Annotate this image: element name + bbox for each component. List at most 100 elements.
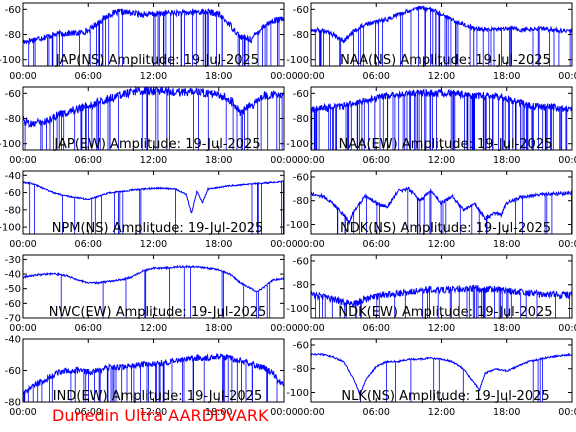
series-dropouts [311, 93, 568, 150]
panel-8: -100 -80 -60 00:00 06:00 12:00 18:00 00:00 NDK(E… [286, 254, 576, 334]
y-tick-label: -60 [5, 188, 21, 199]
x-tick-label: 06:00 [363, 71, 390, 82]
x-tick-label: 06:00 [363, 407, 390, 418]
y-tick-label: -80 [5, 398, 21, 409]
y-tick-label: -50 [5, 284, 21, 295]
panel-4: -100 -80 -60 00:00 06:00 12:00 18:00 00:00 NAA(E… [286, 86, 576, 166]
series-trace [22, 8, 285, 46]
series-trace [310, 284, 573, 309]
y-tick-label: -60 [5, 366, 21, 377]
x-tick-label: 06:00 [75, 71, 102, 82]
x-tick-label: 18:00 [205, 155, 232, 166]
x-tick-label: 00:00 [270, 71, 297, 82]
x-tick-label: 12:00 [140, 407, 167, 418]
panel-5: -100 -80 -60 -40 00:00 06:00 12:00 18:00 00:00 NP… [0, 170, 298, 250]
x-tick-label: 00:00 [297, 323, 324, 334]
x-tick-label: 00:00 [558, 71, 576, 82]
series-dropouts [360, 358, 543, 402]
series-dropouts [28, 11, 280, 66]
x-tick-label: 00:00 [270, 239, 297, 250]
panel-2: -100 -80 -60 00:00 06:00 12:00 18:00 00:00 NAA(N… [286, 2, 576, 82]
y-tick-label: -60 [293, 172, 309, 183]
y-tick-label: -100 [0, 139, 21, 150]
x-tick-label: 00:00 [297, 155, 324, 166]
x-tick-label: 00:00 [558, 323, 576, 334]
y-tick-label: -100 [0, 55, 21, 66]
panel-title: IND(EW) Amplitude: 19-Jul-2025 [53, 389, 262, 404]
y-tick-label: -30 [5, 255, 21, 266]
x-tick-label: 12:00 [140, 155, 167, 166]
series-dropouts [60, 266, 271, 318]
y-tick-label: -100 [0, 223, 21, 234]
y-tick-label: -80 [5, 30, 21, 41]
y-tick-label: -80 [293, 280, 309, 291]
x-tick-label: 12:00 [428, 323, 455, 334]
x-tick-label: 00:00 [297, 71, 324, 82]
x-tick-label: 06:00 [363, 155, 390, 166]
y-tick-label: -80 [5, 205, 21, 216]
x-tick-label: 12:00 [428, 71, 455, 82]
series-trace [22, 353, 285, 395]
x-tick-label: 12:00 [428, 155, 455, 166]
x-tick-label: 18:00 [493, 155, 520, 166]
y-tick-label: -40 [5, 270, 21, 281]
x-tick-label: 18:00 [493, 407, 520, 418]
series-trace [310, 88, 573, 113]
x-tick-label: 00:00 [9, 323, 36, 334]
x-tick-label: 18:00 [205, 407, 232, 418]
x-tick-label: 06:00 [363, 323, 390, 334]
x-tick-label: 00:00 [9, 155, 36, 166]
panel-title: NAA(NS) Amplitude: 19-Jul-2025 [340, 53, 551, 68]
series-dropouts [29, 181, 284, 234]
x-tick-label: 18:00 [493, 71, 520, 82]
y-tick-label: -40 [5, 171, 21, 182]
x-tick-label: 00:00 [9, 407, 36, 418]
y-tick-label: -100 [286, 139, 309, 150]
x-tick-label: 18:00 [493, 323, 520, 334]
series-dropouts [24, 90, 283, 150]
series-trace [310, 352, 573, 396]
y-tick-label: -80 [293, 30, 309, 41]
x-tick-label: 00:00 [9, 239, 36, 250]
panel-title: NDK(NS) Amplitude: 19-Jul-2025 [340, 221, 551, 236]
series-trace [22, 180, 285, 214]
x-tick-label: 00:00 [270, 323, 297, 334]
credit-label: Dunedin Ultra AARDDVARK [52, 406, 269, 425]
x-tick-label: 06:00 [75, 155, 102, 166]
y-tick-label: -80 [5, 114, 21, 125]
x-tick-label: 12:00 [140, 71, 167, 82]
x-tick-label: 06:00 [75, 239, 102, 250]
panel-title: NWC(EW) Amplitude: 19-Jul-2025 [49, 305, 267, 320]
panel-9: -80 -60 -40 00:00 06:00 12:00 18:00 00:00 IND(EW… [5, 335, 298, 419]
series-trace [22, 85, 285, 129]
y-tick-label: -70 [5, 314, 21, 325]
y-tick-label: -100 [286, 388, 309, 399]
panel-title: NDK(EW) Amplitude: 19-Jul-2025 [338, 305, 552, 320]
y-tick-label: -60 [293, 256, 309, 267]
x-tick-label: 12:00 [140, 239, 167, 250]
panel-3: -100 -80 -60 00:00 06:00 12:00 18:00 00:00 JAP(E… [0, 85, 298, 166]
y-tick-label: -100 [286, 220, 309, 231]
x-tick-label: 12:00 [428, 407, 455, 418]
x-tick-label: 18:00 [493, 239, 520, 250]
x-tick-label: 00:00 [558, 239, 576, 250]
x-tick-label: 00:00 [270, 155, 297, 166]
x-tick-label: 12:00 [140, 323, 167, 334]
x-tick-label: 00:00 [558, 407, 576, 418]
y-tick-label: -100 [286, 304, 309, 315]
series-trace [310, 5, 573, 45]
x-tick-label: 00:00 [297, 407, 324, 418]
x-tick-label: 00:00 [270, 407, 297, 418]
x-tick-label: 18:00 [205, 323, 232, 334]
panel-title: NLK(NS) Amplitude: 19-Jul-2025 [341, 389, 549, 404]
series-trace [22, 264, 285, 293]
panel-title: NPM(NS) Amplitude: 19-Jul-2025 [52, 221, 264, 236]
y-tick-label: -80 [293, 114, 309, 125]
series-dropouts [337, 189, 572, 234]
panel-title: JAP(EW) Amplitude: 19-Jul-2025 [53, 137, 260, 152]
x-tick-label: 00:00 [558, 155, 576, 166]
y-tick-label: -60 [5, 5, 21, 16]
x-tick-label: 06:00 [75, 323, 102, 334]
x-tick-label: 00:00 [9, 71, 36, 82]
